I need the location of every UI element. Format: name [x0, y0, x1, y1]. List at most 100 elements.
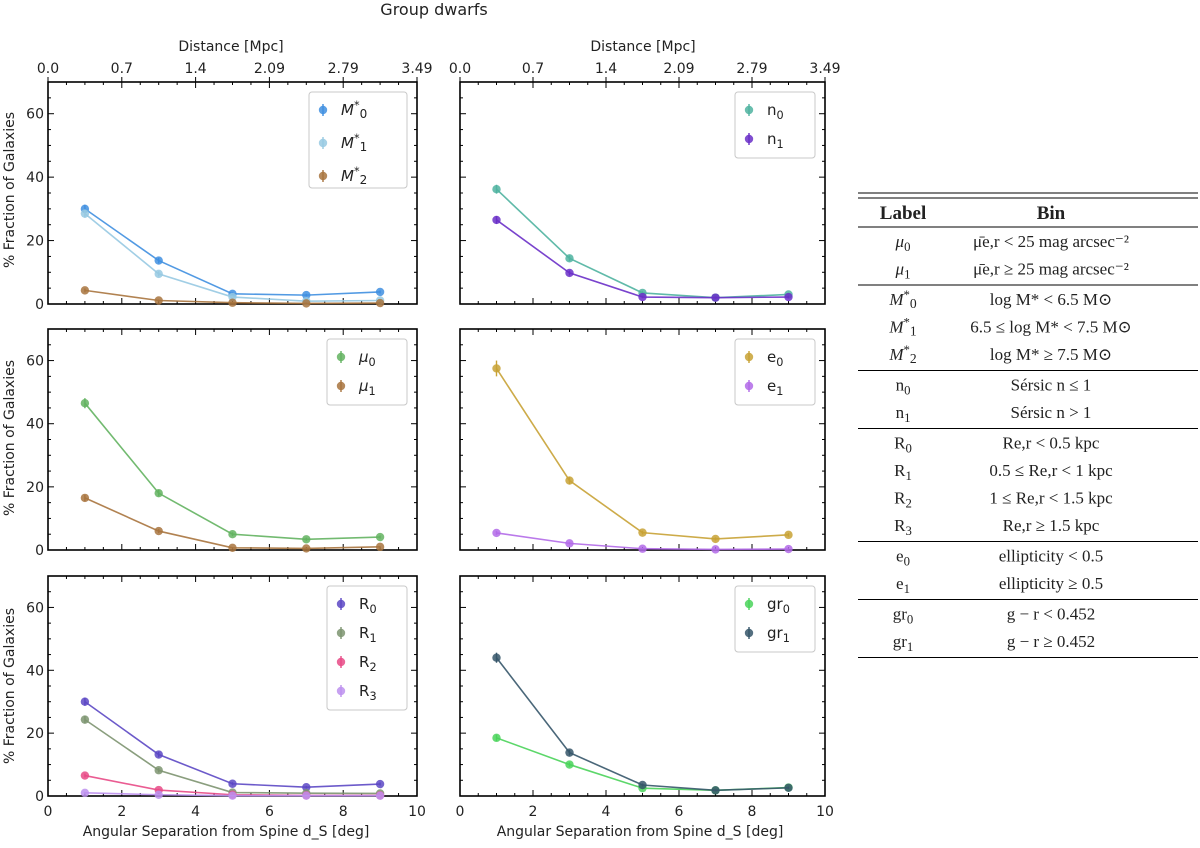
legend-label: R2 [359, 653, 377, 674]
legend-box [326, 585, 408, 711]
series-n1 [492, 215, 793, 302]
legend-box [308, 91, 408, 189]
series-line [84, 701, 381, 789]
series-line [84, 402, 381, 541]
legend-label: gr0 [767, 595, 790, 616]
x-tick-label: 6 [265, 804, 274, 820]
legend-label: μ1 [358, 377, 376, 398]
top-tick-label: 0.7 [111, 61, 133, 77]
legend: M*0 M*1 M*2 [308, 91, 408, 189]
y-axis-label-row3: % Fraction of Galaxies [2, 608, 18, 764]
table-cell-label: R3 [894, 516, 912, 538]
data-point [228, 298, 237, 307]
data-point [565, 760, 574, 769]
x-axis-label-right: Angular Separation from Spine d_S [deg] [497, 824, 784, 840]
table-group: R0 Re,r < 0.5 kpc R1 0.5 ≤ Re,r < 1 kpc R2 1 … [894, 434, 1113, 539]
data-point [80, 697, 90, 706]
top-tick-label: 2.09 [663, 61, 694, 77]
data-point [711, 545, 720, 554]
legend-marker [336, 599, 346, 609]
data-point [492, 733, 501, 743]
legend-marker [744, 352, 754, 362]
top-axis-label-right: Distance [Mpc] [590, 39, 695, 55]
top-tick-label: 1.4 [184, 61, 206, 77]
data-point [375, 779, 385, 789]
chart-panel-row3-left: 0 20 40 60 0 2 4 6 8 10 R0 R1 R2 R3 [26, 575, 426, 820]
data-point [784, 783, 793, 793]
data-point [154, 526, 163, 536]
legend-marker [318, 171, 328, 181]
data-point [638, 544, 647, 553]
top-axis-label-left: Distance [Mpc] [178, 39, 283, 55]
data-point [302, 290, 311, 300]
legend-label: gr1 [767, 624, 790, 645]
table-cell-bin: g − r ≥ 0.452 [1007, 632, 1095, 651]
chart-panel-row1-left: 0 20 40 60 0.0 0.7 1.4 2.09 2.79 3.49 M*0 M*1 M*2 [26, 61, 432, 313]
data-point [228, 791, 237, 800]
data-point [565, 476, 574, 485]
table-cell-bin: g − r < 0.452 [1007, 605, 1096, 624]
table-cell-bin: μ̄e,r < 25 mag arcsec⁻² [973, 232, 1129, 251]
legend-marker [336, 628, 346, 638]
y-tick-label: 0 [35, 789, 44, 805]
data-point [154, 790, 163, 799]
x-tick-label: 0 [456, 804, 465, 820]
x-tick-label: 8 [748, 804, 757, 820]
series-n0 [492, 184, 793, 302]
table-cell-bin: log M* < 6.5 M⊙ [990, 290, 1113, 309]
series-μ1 [80, 493, 385, 553]
data-point [492, 528, 501, 538]
table-cell-label: n1 [896, 403, 911, 425]
table-cell-label: R0 [894, 434, 912, 456]
x-tick-label: 8 [339, 804, 348, 820]
figure-title: Group dwarfs [380, 0, 487, 19]
series-M*2 [80, 286, 385, 308]
table-cell-label: μ1 [895, 260, 911, 282]
data-point [375, 542, 385, 552]
y-tick-label: 60 [26, 354, 44, 370]
data-point [784, 530, 793, 540]
table-cell-label: n0 [896, 376, 911, 398]
table-cell-bin: log M* ≥ 7.5 M⊙ [990, 345, 1112, 364]
data-point [154, 269, 163, 279]
data-point [154, 256, 163, 265]
legend-marker [336, 657, 346, 667]
table-cell-bin: Re,r ≥ 1.5 kpc [1003, 516, 1100, 535]
legend-marker [744, 381, 754, 391]
table-cell-label: gr1 [893, 632, 914, 654]
data-point [154, 750, 163, 759]
top-tick-label: 3.49 [809, 61, 840, 77]
legend-label: e0 [767, 348, 783, 369]
table-header-bin: Bin [1037, 203, 1066, 224]
x-tick-label: 2 [529, 804, 538, 820]
x-axis-label-left: Angular Separation from Spine d_S [deg] [83, 824, 370, 840]
data-point [80, 788, 90, 798]
data-point [375, 287, 385, 297]
data-point [302, 791, 311, 800]
table-cell-bin: Sérsic n > 1 [1011, 403, 1092, 422]
table-cell-bin: 0.5 ≤ Re,r < 1 kpc [989, 461, 1113, 480]
data-point [638, 780, 647, 790]
series-line [495, 657, 789, 792]
y-tick-label: 40 [26, 417, 44, 433]
table-cell-bin: Re,r < 0.5 kpc [1003, 434, 1100, 453]
table-cell-bin: ellipticity ≥ 0.5 [999, 574, 1103, 593]
data-point [784, 544, 793, 554]
y-tick-label: 60 [26, 107, 44, 123]
legend-marker [336, 381, 346, 391]
data-point [80, 493, 90, 503]
legend-marker [318, 105, 328, 115]
top-tick-label: 2.79 [736, 61, 767, 77]
series-M*0 [80, 204, 385, 300]
series-R3 [80, 788, 385, 800]
top-tick-label: 0.0 [449, 61, 471, 77]
data-point [638, 292, 647, 302]
x-tick-label: 0 [44, 804, 53, 820]
legend-box [734, 338, 816, 406]
